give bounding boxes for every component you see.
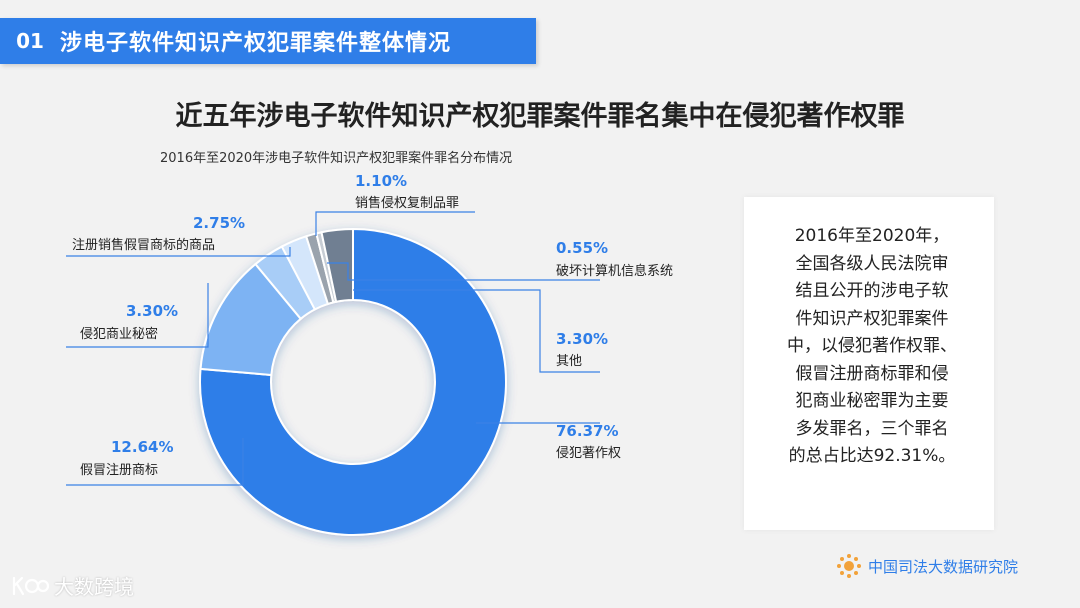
org-name: 中国司法大数据研究院 bbox=[868, 557, 1019, 576]
leader-line-trade-secret bbox=[66, 283, 209, 348]
summary-line: 犯商业秘密罪为主要 bbox=[795, 391, 949, 411]
slice-label-other: 其他 bbox=[556, 354, 583, 369]
summary-line: 的总占比达92.31%。 bbox=[788, 446, 956, 466]
leader-line-infringing-copies bbox=[315, 211, 475, 236]
slice-label-infringing-copies: 销售侵权复制品罪 bbox=[355, 196, 460, 211]
sun-logo-icon bbox=[837, 554, 861, 578]
leader-line-other bbox=[353, 289, 600, 373]
slice-label-trademark-goods: 注册销售假冒商标的商品 bbox=[72, 238, 216, 253]
slice-value-trademark: 12.64% bbox=[111, 438, 174, 456]
section-title: 涉电子软件知识产权犯罪案件整体情况 bbox=[60, 31, 452, 56]
summary-line: 全国各级人民法院审 bbox=[795, 253, 949, 274]
watermark: 大数跨境 bbox=[8, 571, 134, 600]
page-title: 近五年涉电子软件知识产权犯罪案件罪名集中在侵犯著作权罪 bbox=[175, 101, 905, 132]
leader-line-computer-system bbox=[327, 262, 600, 281]
summary-line: 2016年至2020年， bbox=[794, 226, 950, 246]
summary-line: 中，以侵犯著作权罪、 bbox=[787, 336, 957, 356]
slice-label-trademark: 假冒注册商标 bbox=[80, 463, 159, 478]
section-header: 01 涉电子软件知识产权犯罪案件整体情况 bbox=[0, 18, 536, 64]
slice-label-trade-secret: 侵犯商业秘密 bbox=[80, 327, 159, 342]
slice-value-trademark-goods: 2.75% bbox=[193, 214, 246, 232]
slice-label-copyright: 侵犯著作权 bbox=[556, 446, 622, 461]
slice-value-copyright: 76.37% bbox=[556, 422, 619, 440]
org-logo: 中国司法大数据研究院 bbox=[836, 553, 1018, 579]
slice-value-infringing-copies: 1.10% bbox=[355, 172, 408, 190]
section-number: 01 bbox=[16, 29, 44, 53]
chart-title: 2016年至2020年涉电子软件知识产权犯罪案件罪名分布情况 bbox=[160, 151, 513, 166]
summary-line: 多发罪名，三个罪名 bbox=[795, 418, 949, 439]
slice-value-computer-system: 0.55% bbox=[556, 239, 609, 257]
donut-slice-other bbox=[320, 227, 354, 303]
donut-slice-copyright bbox=[199, 227, 507, 536]
leader-line-trademark bbox=[66, 438, 244, 486]
leader-line-trademark-goods bbox=[66, 247, 291, 257]
slice-value-trade-secret: 3.30% bbox=[126, 302, 179, 320]
summary-line: 结且公开的涉电子软 bbox=[795, 281, 949, 301]
summary-line: 假冒注册商标罪和侵 bbox=[795, 363, 949, 384]
watermark-text: 大数跨境 bbox=[54, 575, 134, 599]
watermark-logo-icon bbox=[12, 576, 50, 595]
slice-value-other: 3.30% bbox=[556, 330, 609, 348]
slice-label-computer-system: 破坏计算机信息系统 bbox=[556, 264, 674, 279]
summary-textbox: 2016年至2020年， 全国各级人民法院审 结且公开的涉电子软 件知识产权犯罪… bbox=[744, 197, 994, 530]
summary-line: 件知识产权犯罪案件 bbox=[795, 308, 949, 329]
